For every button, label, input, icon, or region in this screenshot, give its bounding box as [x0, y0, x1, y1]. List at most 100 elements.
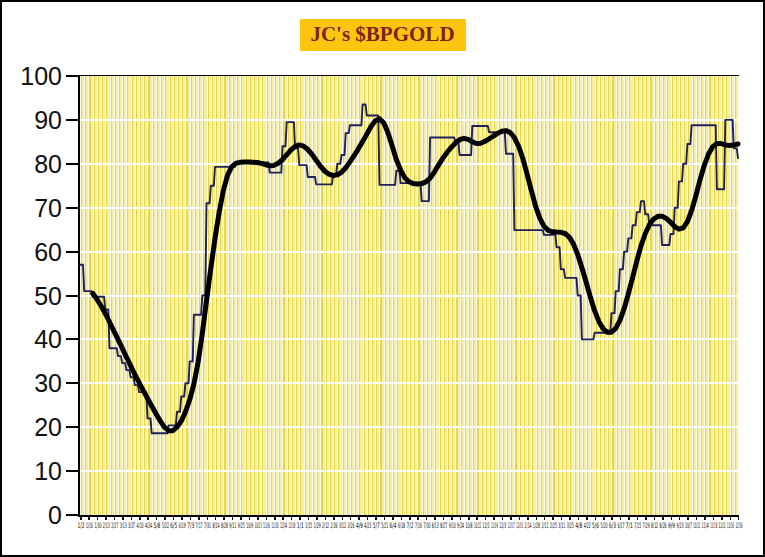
x-axis-label: 5/20 [601, 521, 608, 530]
y-axis-label-80: 80 [2, 152, 62, 177]
y-axis-label-30: 30 [2, 371, 62, 396]
x-axis-label: 2/12 [322, 521, 329, 530]
x-axis-label: 12/3 [499, 521, 506, 530]
x-axis-label: 2/13 [103, 521, 110, 530]
y-axis-label-90: 90 [2, 108, 62, 133]
series-weekly-line [80, 105, 738, 434]
x-axis-label: 8/13 [432, 521, 439, 530]
chart-canvas: JC's $BPGOLD 1/21/161/302/132/273/133/27… [0, 0, 765, 557]
x-axis-label: 7/2 [407, 521, 414, 530]
x-axis-label: 7/30 [423, 521, 430, 530]
x-axis-label: 1/29 [314, 521, 321, 530]
x-axis-label: 3/12 [339, 521, 346, 530]
x-axis-label: 9/24 [457, 521, 464, 530]
x-axis-label: 10/7 [685, 521, 692, 530]
x-axis-label: 7/1 [626, 521, 633, 530]
chart-lines: 1/21/161/302/132/273/133/274/104/245/85/… [2, 2, 765, 557]
y-tick-0 [66, 514, 79, 516]
x-axis-label: 7/15 [634, 521, 641, 530]
x-axis-label: 9/9 [668, 521, 675, 530]
x-axis-label: 10/23 [255, 521, 262, 530]
y-tick-80 [66, 163, 79, 165]
x-axis-label: 1/14 [525, 521, 532, 530]
x-axis-label: 9/23 [676, 521, 683, 530]
x-axis-label: 10/21 [693, 521, 700, 530]
x-axis-label: 12/4 [280, 521, 287, 530]
x-axis-label: 7/29 [643, 521, 650, 530]
y-axis-label-100: 100 [2, 64, 62, 89]
x-axis-label: 3/25 [567, 521, 574, 530]
x-axis-label: 11/19 [491, 521, 498, 530]
x-axis-label: 4/24 [145, 521, 152, 530]
y-axis-label-0: 0 [2, 503, 62, 528]
x-axis-label: 1/28 [533, 521, 540, 530]
x-axis-label: 11/5 [482, 521, 489, 530]
x-axis-label: 11/4 [702, 521, 709, 530]
x-axis-label: 6/18 [398, 521, 405, 530]
x-axis-label: 2/27 [111, 521, 118, 530]
x-axis-label: 4/9 [356, 521, 363, 530]
x-axis-label: 8/26 [660, 521, 667, 530]
x-axis-label: 2/25 [550, 521, 557, 530]
y-tick-90 [66, 119, 79, 121]
x-axis-label: 1/30 [94, 521, 101, 530]
x-axis-label: 6/5 [170, 521, 177, 530]
x-axis-label: 12/17 [508, 521, 515, 530]
x-axis-label: 12/31 [516, 521, 523, 530]
y-tick-50 [66, 295, 79, 297]
x-axis-label: 8/27 [440, 521, 447, 530]
x-axis-label: 5/7 [373, 521, 380, 530]
x-axis-label: 3/26 [347, 521, 354, 530]
y-axis-label-40: 40 [2, 327, 62, 352]
x-axis-label: 4/22 [584, 521, 591, 530]
y-axis-label-20: 20 [2, 415, 62, 440]
x-axis-label: 4/8 [575, 521, 582, 530]
x-axis-label: 9/10 [449, 521, 456, 530]
y-tick-70 [66, 207, 79, 209]
x-axis-label: 10/9 [246, 521, 253, 530]
x-axis-label: 12/2 [719, 521, 726, 530]
x-axis-label: 7/3 [187, 521, 194, 530]
x-axis-label: 11/18 [710, 521, 717, 530]
y-tick-10 [66, 470, 79, 472]
x-axis-label: 2/11 [542, 521, 549, 530]
x-axis-label: 9/25 [238, 521, 245, 530]
y-axis-label-50: 50 [2, 284, 62, 309]
x-axis-label: 5/8 [153, 521, 160, 530]
x-axis-label: 10/8 [466, 521, 473, 530]
x-axis-label: 10/22 [474, 521, 481, 530]
x-axis-label: 7/31 [204, 521, 211, 530]
y-tick-30 [66, 382, 79, 384]
x-axis-label: 1/1 [297, 521, 304, 530]
x-axis-label: 4/23 [364, 521, 371, 530]
x-axis-label: 11/20 [272, 521, 279, 530]
y-tick-20 [66, 426, 79, 428]
x-axis-label: 1/16 [86, 521, 93, 530]
x-axis-label: 9/11 [229, 521, 236, 530]
y-tick-40 [66, 338, 79, 340]
x-axis-label: 2/26 [331, 521, 338, 530]
x-axis-label: 6/3 [609, 521, 616, 530]
x-axis-label: 11/6 [263, 521, 270, 530]
y-tick-60 [66, 251, 79, 253]
x-axis-label: 5/21 [381, 521, 388, 530]
y-tick-100 [66, 75, 79, 77]
x-axis-label: 12/16 [727, 521, 734, 530]
x-axis-label: 3/13 [120, 521, 127, 530]
x-axis-label: 1/2 [78, 521, 85, 530]
y-axis-label-70: 70 [2, 196, 62, 221]
x-axis-label: 5/6 [592, 521, 599, 530]
x-axis-label: 5/22 [162, 521, 169, 530]
x-axis-label: 8/28 [221, 521, 228, 530]
x-axis-label: 6/19 [179, 521, 186, 530]
x-axis-label: 7/17 [196, 521, 203, 530]
y-axis-label-60: 60 [2, 240, 62, 265]
x-axis-label: 3/11 [558, 521, 565, 530]
series-smoothed-line [93, 119, 738, 431]
x-axis-label: 8/12 [651, 521, 658, 530]
x-axis-label: 6/17 [617, 521, 624, 530]
x-axis-label: 6/4 [390, 521, 397, 530]
x-axis-label: 8/14 [213, 521, 220, 530]
x-axis-label: 7/16 [415, 521, 422, 530]
x-axis-label: 12/18 [288, 521, 295, 530]
